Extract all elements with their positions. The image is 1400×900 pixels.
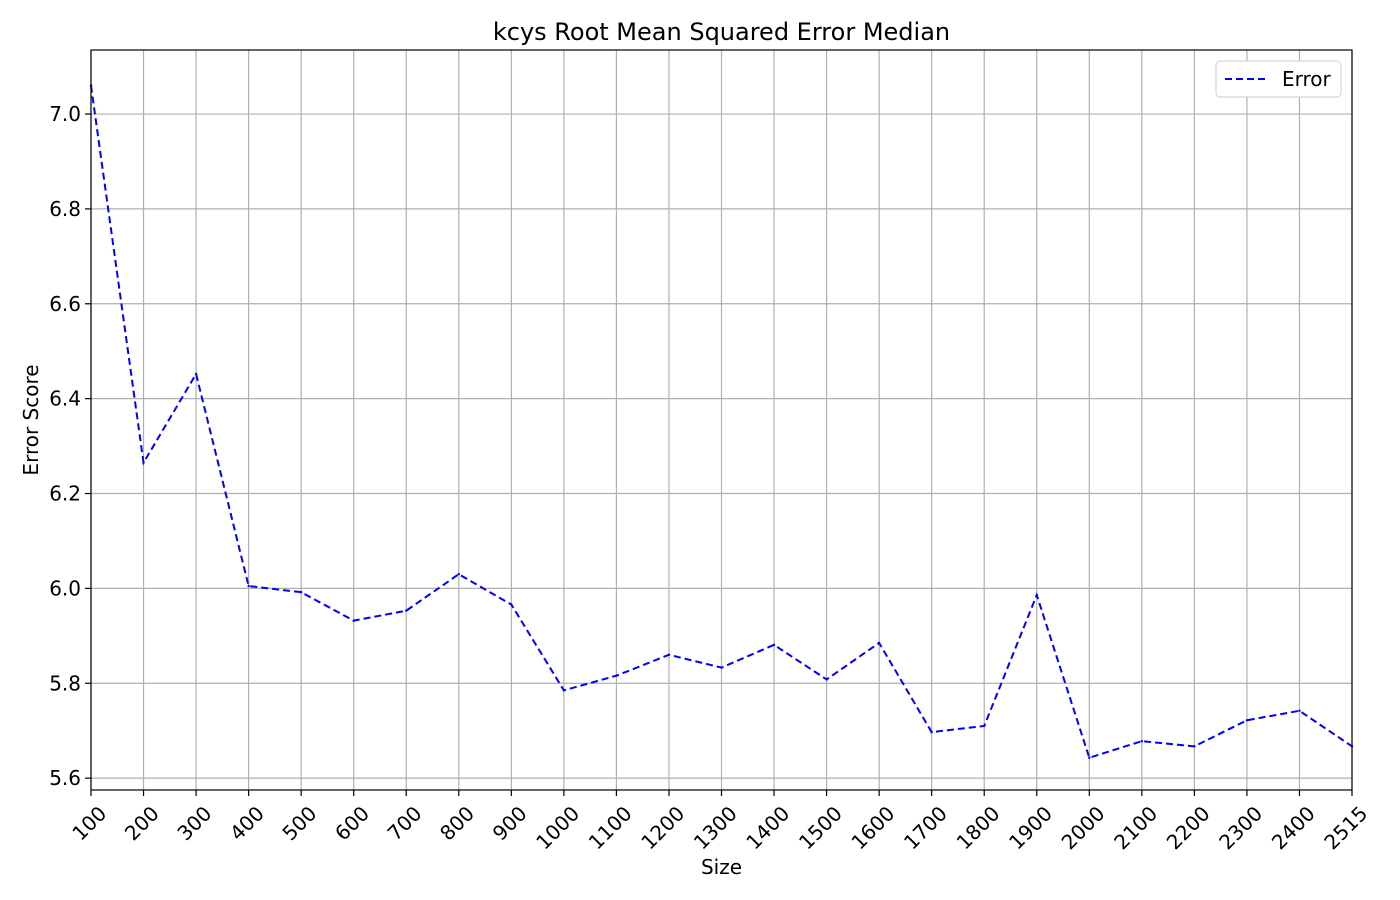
y-tick-label: 6.8 xyxy=(49,197,81,221)
data-point xyxy=(405,609,408,612)
chart-title: kcys Root Mean Squared Error Median xyxy=(493,18,950,46)
legend-label-error: Error xyxy=(1282,67,1332,91)
data-point xyxy=(352,619,355,622)
data-point xyxy=(1088,756,1091,759)
data-point xyxy=(772,643,776,647)
data-point xyxy=(983,724,986,728)
data-point xyxy=(667,653,671,657)
y-tick-label: 6.0 xyxy=(49,576,81,600)
data-point xyxy=(720,666,723,669)
data-point xyxy=(1035,593,1038,597)
data-point xyxy=(142,461,145,464)
data-point xyxy=(877,641,881,645)
data-point xyxy=(1140,739,1144,743)
y-tick-label: 5.8 xyxy=(49,671,81,695)
data-point xyxy=(1245,719,1249,722)
y-tick-label: 6.2 xyxy=(49,482,81,506)
data-point xyxy=(299,590,303,594)
data-point xyxy=(510,603,513,606)
legend: Error xyxy=(1215,60,1342,98)
data-point xyxy=(930,730,933,734)
data-point xyxy=(247,584,250,588)
y-tick-label: 6.4 xyxy=(49,387,81,411)
y-tick-label: 6.6 xyxy=(49,292,81,316)
legend-box xyxy=(1215,60,1342,98)
data-point xyxy=(1193,745,1196,748)
data-point xyxy=(457,572,460,576)
data-point xyxy=(562,689,566,692)
data-point xyxy=(1298,709,1301,712)
y-axis-label: Error Score xyxy=(19,364,43,475)
data-point xyxy=(194,372,198,376)
data-point xyxy=(615,674,618,677)
y-tick-label: 5.6 xyxy=(49,766,81,790)
data-point xyxy=(825,678,828,681)
y-tick-label: 7.0 xyxy=(49,102,81,126)
x-axis-label: Size xyxy=(701,855,742,879)
